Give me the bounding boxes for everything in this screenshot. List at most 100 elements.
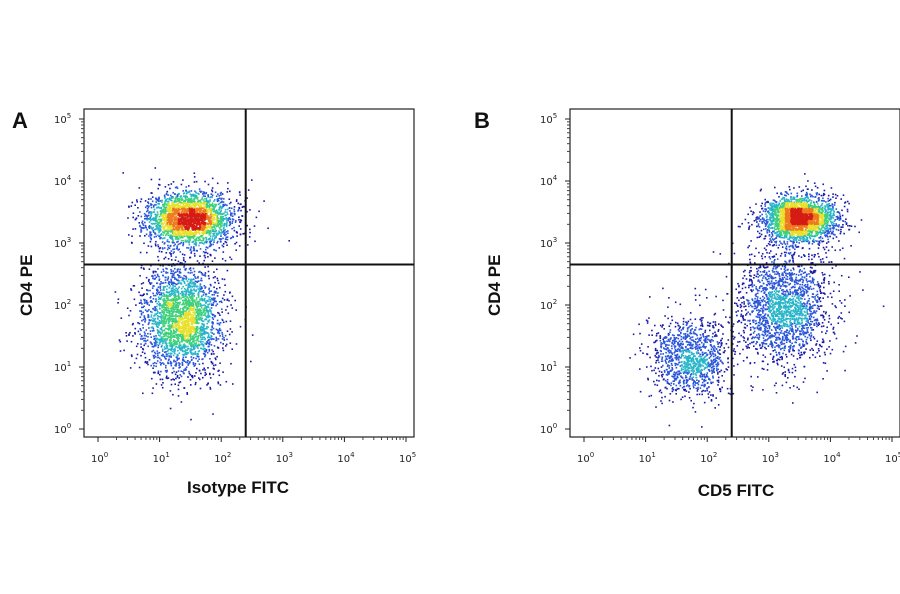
panel-a-event-point: [144, 224, 147, 227]
panel-a-event-point: [213, 234, 216, 237]
panel-a-event-point: [174, 278, 176, 280]
panel-a-event-point: [154, 337, 157, 340]
panel-a-event-point: [185, 298, 188, 301]
panel-a-event-point: [202, 195, 205, 197]
panel-a-event-point: [170, 197, 173, 199]
panel-a-event-point: [211, 214, 213, 216]
panel-a-event-point: [167, 234, 169, 236]
panel-a-event-point: [186, 295, 188, 298]
panel-a-event-point: [173, 360, 175, 363]
panel-a-event-point: [191, 236, 194, 238]
panel-a-event-point: [210, 239, 212, 242]
panel-a-event-point: [166, 346, 168, 348]
panel-a-event-point: [214, 257, 216, 259]
panel-a-event-point: [199, 200, 201, 202]
panel-a-event-point: [166, 214, 168, 216]
panel-a-event-point: [146, 219, 148, 221]
panel-a-event-point: [154, 339, 157, 342]
panel-a-event-point: [174, 326, 176, 328]
panel-a-event-point: [147, 310, 149, 312]
panel-a-event-point: [182, 280, 185, 282]
panel-a-event-point: [190, 349, 192, 351]
panel-a-event-point: [182, 307, 184, 310]
panel-a-event-point: [174, 304, 176, 307]
panel-a-event-point: [185, 203, 188, 205]
panel-a-event-point: [169, 307, 172, 310]
panel-a-event-point: [168, 280, 170, 283]
panel-a-event-point: [208, 277, 210, 280]
panel-a-event-point: [192, 315, 195, 318]
panel-a-event-point: [209, 372, 211, 375]
panel-a-event-point: [210, 222, 212, 225]
panel-a-event-point: [191, 316, 194, 319]
panel-a-event-point: [207, 336, 209, 338]
panel-a-event-point: [180, 297, 182, 300]
panel-a-event-point: [158, 203, 160, 205]
panel-a-event-point: [179, 242, 181, 245]
panel-a-event-point: [146, 289, 148, 291]
panel-a-event-point: [184, 312, 186, 314]
panel-a-event-point: [205, 246, 208, 248]
panel-a-event-point: [140, 354, 142, 357]
panel-a-event-point: [162, 234, 165, 236]
panel-a-event-point: [180, 318, 183, 320]
panel-a-event-point: [158, 312, 161, 314]
panel-a-event-point: [219, 384, 222, 386]
panel-a-event-point: [206, 230, 208, 233]
panel-a-event-point: [177, 388, 180, 391]
panel-a-event-point: [128, 205, 130, 208]
panel-a-event-point: [198, 358, 200, 360]
panel-a-event-point: [170, 209, 173, 211]
panel-a-event-point: [169, 295, 172, 297]
panel-a-event-point: [136, 353, 139, 356]
panel-a-event-point: [177, 338, 179, 340]
panel-a-event-point: [194, 308, 197, 311]
panel-a-event-point: [178, 199, 181, 201]
panel-a-event-point: [168, 211, 170, 214]
panel-a-event-point: [191, 300, 194, 302]
panel-a-event-point: [217, 221, 220, 223]
panel-a-event-point: [169, 327, 171, 330]
panel-a-event-point: [190, 225, 193, 228]
panel-a-event-point: [144, 356, 147, 359]
panel-a-event-point: [162, 203, 165, 206]
panel-a-event-point: [162, 333, 165, 335]
panel-a-event-point: [199, 248, 202, 250]
panel-a-event-point: [177, 201, 180, 204]
panel-a-event-point: [182, 218, 184, 220]
panel-a-event-point: [191, 318, 194, 321]
panel-a-event-point: [233, 208, 235, 211]
panel-a-event-point: [166, 295, 168, 298]
panel-a-event-point: [200, 336, 202, 338]
panel-a-event-point: [170, 270, 173, 273]
panel-a-event-point: [191, 208, 194, 211]
panel-a-event-point: [193, 270, 196, 273]
panel-a-event-point: [151, 350, 153, 353]
panel-a-event-point: [233, 213, 236, 216]
panel-a-event-point: [233, 229, 236, 232]
panel-a-event-point: [175, 299, 177, 301]
panel-a-event-point: [202, 338, 204, 340]
panel-a-event-point: [164, 276, 167, 279]
panel-a-event-point: [190, 309, 193, 312]
panel-a-event-point: [225, 241, 228, 244]
panel-a-event-point: [220, 341, 222, 344]
panel-a-event-point: [204, 307, 207, 310]
panel-a-event-point: [170, 287, 173, 290]
panel-a-event-point: [162, 315, 164, 318]
panel-a-event-point: [196, 197, 199, 199]
panel-a-event-point: [177, 336, 180, 339]
panel-a-event-point: [186, 213, 189, 216]
panel-a-event-point: [164, 317, 167, 319]
panel-a-event-point: [223, 339, 226, 341]
panel-a-event-point: [185, 304, 188, 307]
panel-a-event-point: [154, 321, 157, 323]
panel-a-event-point: [143, 315, 146, 317]
panel-a-event-point: [207, 270, 210, 273]
panel-a-event-point: [197, 303, 200, 305]
panel-a-event-point: [178, 211, 181, 214]
panel-a-event-point: [190, 343, 192, 346]
panel-a-event-point: [175, 363, 177, 365]
panel-a-event-point: [157, 322, 159, 325]
panel-a-event-point: [205, 241, 208, 244]
